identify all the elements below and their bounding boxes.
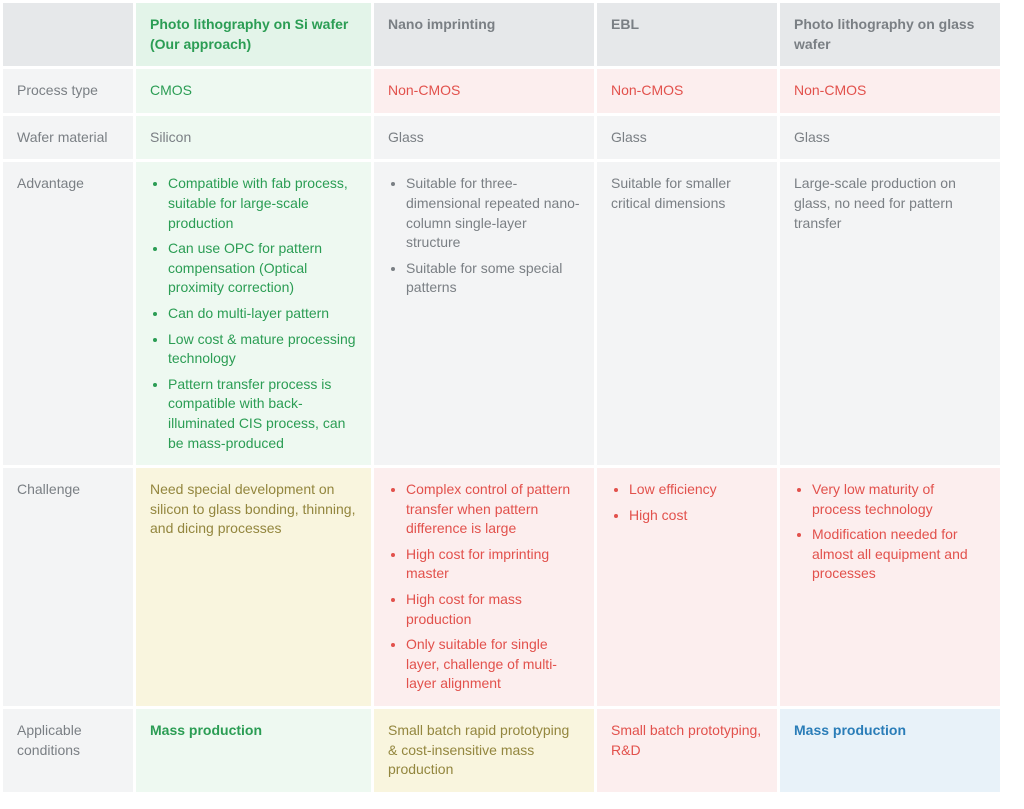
list-item: Suitable for three-dimensional repeated … bbox=[406, 174, 580, 252]
cell-challenge-c4: Very low maturity of process technology M… bbox=[780, 468, 1000, 706]
list-item: Suitable for some special patterns bbox=[406, 259, 580, 298]
row-header-advantage: Advantage bbox=[3, 162, 133, 465]
list-item: Pattern transfer process is compatible w… bbox=[168, 375, 357, 453]
cell-advantage-c4: Large-scale production on glass, no need… bbox=[780, 162, 1000, 465]
cell-process-type-c3: Non-CMOS bbox=[597, 69, 777, 113]
corner-cell bbox=[3, 3, 133, 66]
challenge-c3-list: Low efficiency High cost bbox=[611, 480, 763, 525]
cell-advantage-c3: Suitable for smaller critical dimensions bbox=[597, 162, 777, 465]
list-item: Can do multi-layer pattern bbox=[168, 304, 357, 324]
cell-wafer-material-c2: Glass bbox=[374, 116, 594, 160]
cell-applicable-c3: Small batch prototyping, R&D bbox=[597, 709, 777, 792]
list-item: Low cost & mature processing technology bbox=[168, 330, 357, 369]
col-header-ebl: EBL bbox=[597, 3, 777, 66]
cell-process-type-c4: Non-CMOS bbox=[780, 69, 1000, 113]
row-header-wafer-material: Wafer material bbox=[3, 116, 133, 160]
advantage-c2-list: Suitable for three-dimensional repeated … bbox=[388, 174, 580, 298]
list-item: Only suitable for single layer, challeng… bbox=[406, 635, 580, 694]
cell-applicable-c2: Small batch rapid prototyping & cost-ins… bbox=[374, 709, 594, 792]
cell-process-type-c2: Non-CMOS bbox=[374, 69, 594, 113]
cell-challenge-c2: Complex control of pattern transfer when… bbox=[374, 468, 594, 706]
list-item: Very low maturity of process technology bbox=[812, 480, 986, 519]
cell-challenge-c3: Low efficiency High cost bbox=[597, 468, 777, 706]
comparison-table: Photo lithography on Si wafer (Our appro… bbox=[0, 0, 1024, 795]
cell-advantage-c2: Suitable for three-dimensional repeated … bbox=[374, 162, 594, 465]
cell-applicable-c4: Mass production bbox=[780, 709, 1000, 792]
list-item: Low efficiency bbox=[629, 480, 763, 500]
cell-wafer-material-c3: Glass bbox=[597, 116, 777, 160]
cell-process-type-c1: CMOS bbox=[136, 69, 371, 113]
col-header-nano-imprinting: Nano imprinting bbox=[374, 3, 594, 66]
row-header-challenge: Challenge bbox=[3, 468, 133, 706]
list-item: Complex control of pattern transfer when… bbox=[406, 480, 580, 539]
challenge-c2-list: Complex control of pattern transfer when… bbox=[388, 480, 580, 694]
cell-challenge-c1: Need special development on silicon to g… bbox=[136, 468, 371, 706]
list-item: High cost for mass production bbox=[406, 590, 580, 629]
col-header-our-approach: Photo lithography on Si wafer (Our appro… bbox=[136, 3, 371, 66]
advantage-c1-list: Compatible with fab process, suitable fo… bbox=[150, 174, 357, 453]
cell-wafer-material-c1: Silicon bbox=[136, 116, 371, 160]
list-item: Modification needed for almost all equip… bbox=[812, 525, 986, 584]
cell-applicable-c1: Mass production bbox=[136, 709, 371, 792]
list-item: High cost bbox=[629, 506, 763, 526]
cell-advantage-c1: Compatible with fab process, suitable fo… bbox=[136, 162, 371, 465]
list-item: Compatible with fab process, suitable fo… bbox=[168, 174, 357, 233]
cell-wafer-material-c4: Glass bbox=[780, 116, 1000, 160]
col-header-glass-wafer: Photo lithography on glass wafer bbox=[780, 3, 1000, 66]
challenge-c4-list: Very low maturity of process technology M… bbox=[794, 480, 986, 584]
list-item: High cost for imprinting master bbox=[406, 545, 580, 584]
row-header-applicable: Applicable conditions bbox=[3, 709, 133, 792]
row-header-process-type: Process type bbox=[3, 69, 133, 113]
list-item: Can use OPC for pattern compensation (Op… bbox=[168, 239, 357, 298]
